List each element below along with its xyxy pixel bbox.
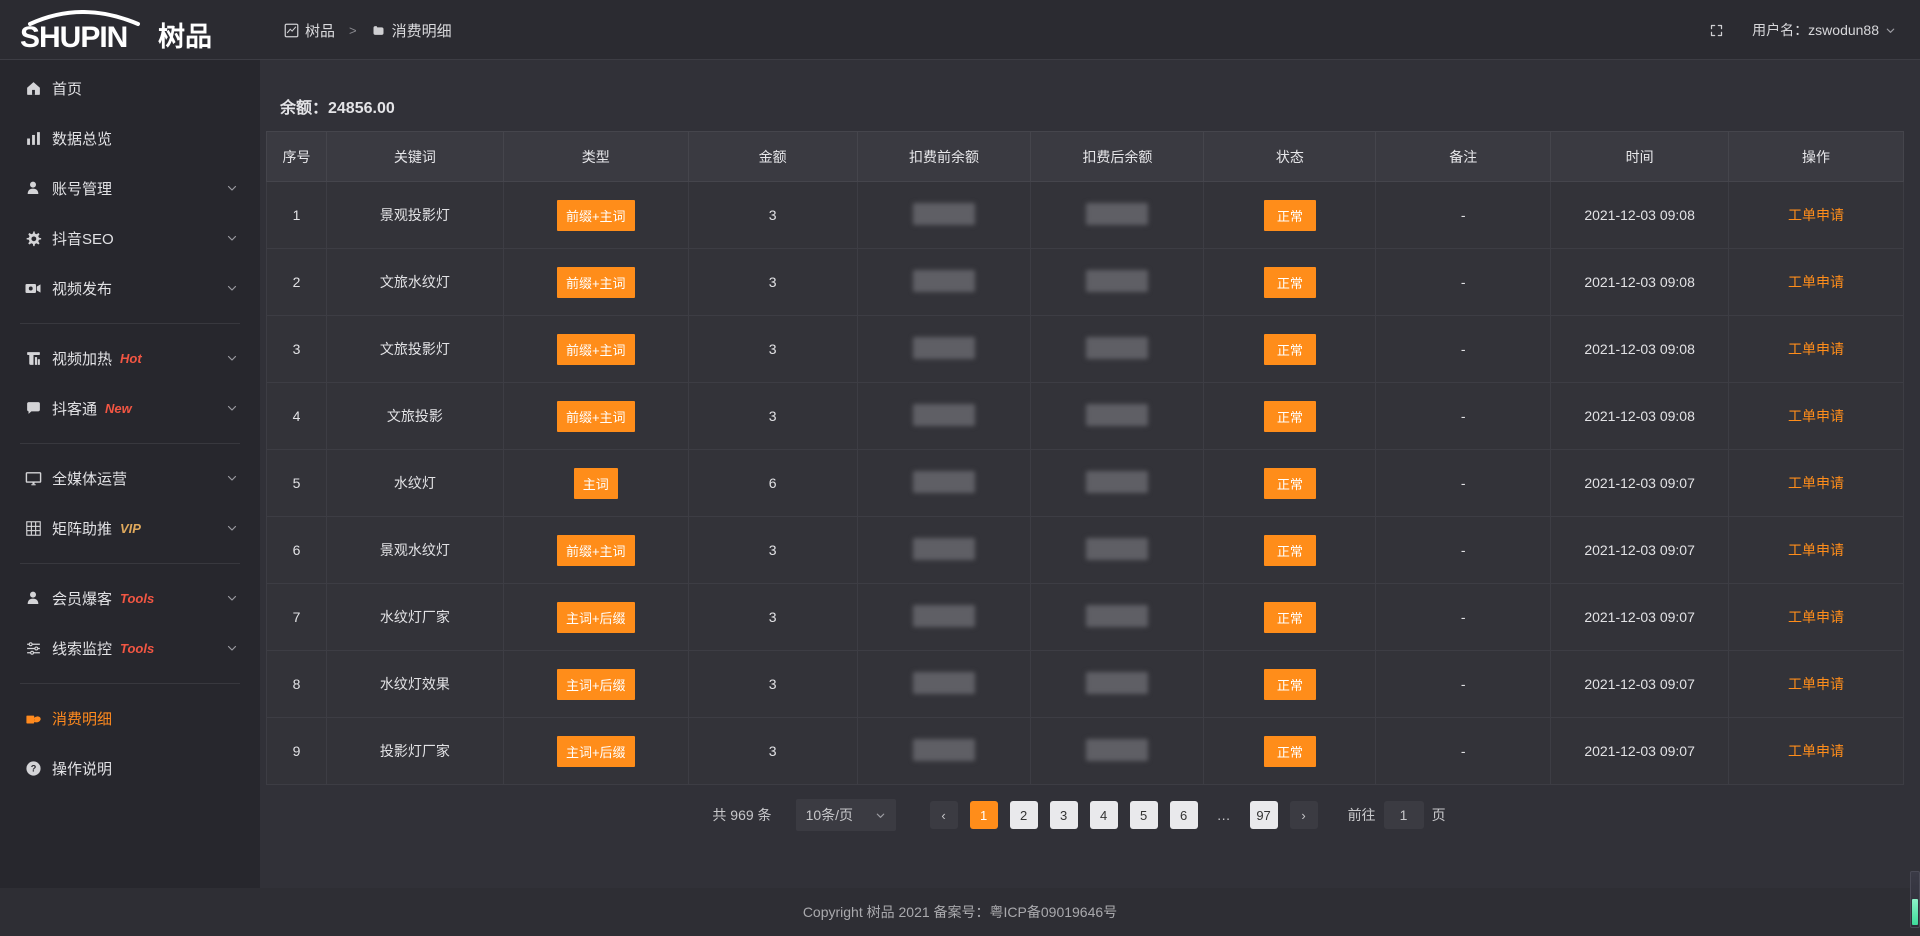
svg-text:?: ? (30, 763, 36, 773)
svg-text:树品: 树品 (158, 22, 212, 50)
svg-text:SHUPIN: SHUPIN (20, 21, 127, 50)
